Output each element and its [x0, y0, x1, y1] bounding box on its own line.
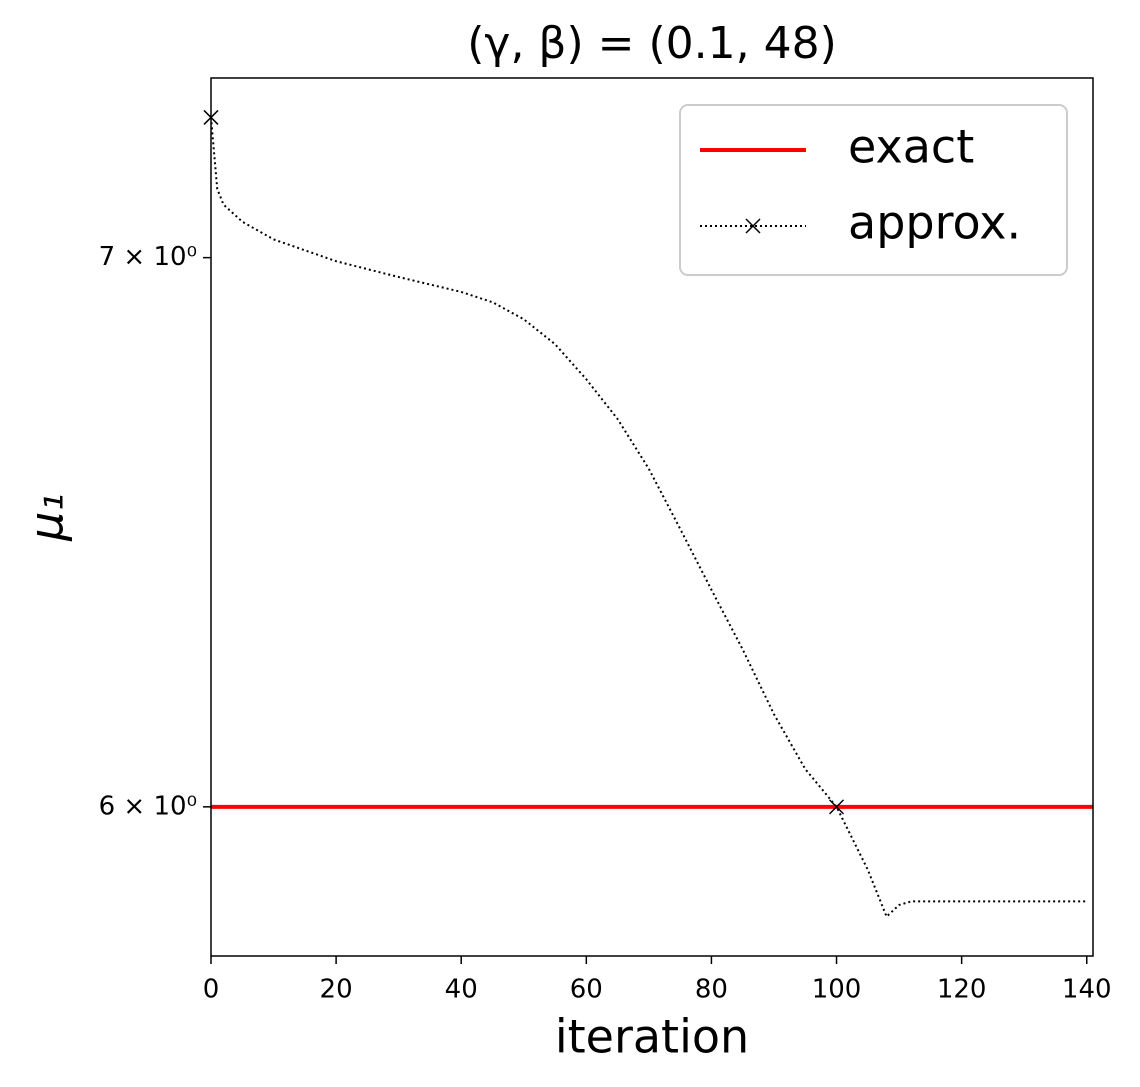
x-tick-label: 100: [812, 975, 862, 1005]
legend-label: approx.: [848, 196, 1021, 250]
x-tick-label: 60: [570, 975, 603, 1005]
x-tick-label: 140: [1062, 975, 1112, 1005]
x-tick-label: 80: [695, 975, 728, 1005]
marker: [829, 799, 845, 815]
x-tick-label: 20: [320, 975, 353, 1005]
legend-box: [679, 104, 1068, 276]
y-tick-label: 7 × 10⁰: [99, 242, 197, 272]
legend-label: exact: [848, 120, 974, 174]
y-tick-label: 6 × 10⁰: [99, 791, 197, 821]
x-tick-label: 40: [445, 975, 478, 1005]
plot-frame: [210, 77, 1094, 957]
x-axis-label: iteration: [555, 1010, 749, 1064]
y-axis-label: μ₁: [20, 493, 74, 542]
series-line: [211, 117, 1087, 919]
x-tick-label: 0: [203, 975, 220, 1005]
legend-marker: [745, 218, 761, 234]
x-tick-label: 120: [937, 975, 987, 1005]
chart-title: (γ, β) = (0.1, 48): [467, 18, 837, 69]
